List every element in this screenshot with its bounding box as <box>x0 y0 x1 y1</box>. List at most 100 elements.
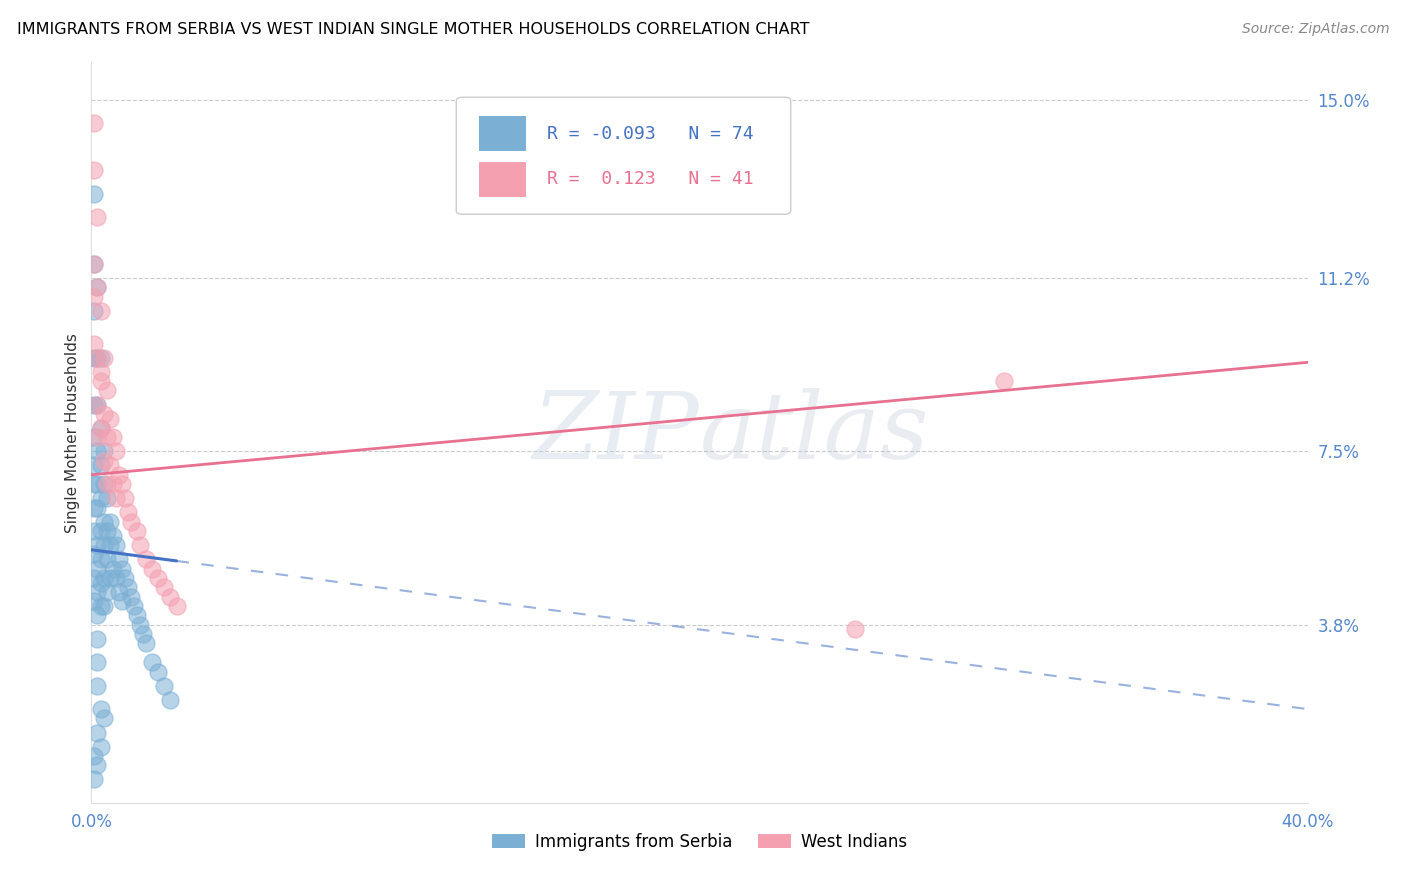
Point <box>86 210 108 224</box>
Point <box>93 599 115 613</box>
Point <box>83 748 105 763</box>
Point <box>83 186 105 201</box>
Point <box>89 421 111 435</box>
Y-axis label: Single Mother Households: Single Mother Households <box>65 333 80 533</box>
Point <box>125 524 148 538</box>
Point <box>83 397 105 411</box>
Point <box>98 411 121 425</box>
Point <box>83 571 105 585</box>
Point <box>83 116 105 130</box>
Point <box>111 594 134 608</box>
Point <box>107 585 129 599</box>
Point <box>111 561 134 575</box>
Point <box>93 444 115 458</box>
Point <box>101 561 124 575</box>
Point <box>93 711 115 725</box>
Point <box>83 500 105 515</box>
Point <box>83 594 105 608</box>
Point <box>83 351 105 365</box>
Point <box>141 561 163 575</box>
Point <box>993 374 1015 388</box>
Point <box>98 515 121 529</box>
Text: R =  0.123   N = 41: R = 0.123 N = 41 <box>547 170 754 188</box>
Point <box>83 772 105 787</box>
FancyBboxPatch shape <box>456 97 790 214</box>
Point <box>159 590 181 604</box>
Point <box>104 538 127 552</box>
Point <box>89 599 111 613</box>
Point <box>120 515 142 529</box>
Point <box>93 351 115 365</box>
Point <box>86 280 108 294</box>
Point <box>101 430 124 444</box>
Text: R = -0.093   N = 74: R = -0.093 N = 74 <box>547 125 754 143</box>
Point <box>96 430 118 444</box>
Point <box>98 571 121 585</box>
Point <box>93 538 115 552</box>
Point <box>86 679 108 693</box>
Point <box>83 524 105 538</box>
Legend: Immigrants from Serbia, West Indians: Immigrants from Serbia, West Indians <box>485 826 914 857</box>
Point <box>86 351 108 365</box>
Point <box>125 608 148 623</box>
Point <box>93 477 115 491</box>
Point <box>86 655 108 669</box>
Point <box>96 491 118 506</box>
Point <box>86 477 108 491</box>
Point <box>89 365 111 379</box>
Point <box>120 590 142 604</box>
Point <box>107 467 129 482</box>
Point <box>96 585 118 599</box>
FancyBboxPatch shape <box>479 161 526 197</box>
Point <box>86 585 108 599</box>
Point <box>117 580 139 594</box>
Point <box>86 500 108 515</box>
Point <box>83 336 105 351</box>
Point <box>107 552 129 566</box>
Point <box>129 538 152 552</box>
Point <box>153 679 176 693</box>
Point <box>83 290 105 304</box>
Point <box>86 561 108 575</box>
Point <box>89 374 111 388</box>
Text: atlas: atlas <box>699 388 929 477</box>
Point <box>101 477 124 491</box>
Point <box>153 580 176 594</box>
Point <box>135 636 157 650</box>
Point <box>83 477 105 491</box>
Point <box>93 571 115 585</box>
Point <box>166 599 188 613</box>
Point <box>132 627 155 641</box>
Point <box>114 491 136 506</box>
Point <box>93 454 115 468</box>
Point <box>86 280 108 294</box>
Point <box>101 529 124 543</box>
Point <box>89 491 111 506</box>
Point <box>86 608 108 623</box>
Point <box>86 632 108 646</box>
Point <box>86 397 108 411</box>
Point <box>104 571 127 585</box>
Point <box>89 351 111 365</box>
Point <box>89 303 111 318</box>
Point <box>89 524 111 538</box>
Point <box>89 552 111 566</box>
Point <box>93 515 115 529</box>
Point <box>83 257 105 271</box>
Point <box>86 725 108 739</box>
Point <box>86 397 108 411</box>
Point <box>83 548 105 562</box>
Point <box>89 575 111 590</box>
Point <box>96 477 118 491</box>
Point <box>83 458 105 473</box>
Point <box>86 758 108 772</box>
Point <box>135 552 157 566</box>
Point <box>98 458 121 473</box>
Point <box>98 538 121 552</box>
Point <box>83 163 105 178</box>
Point <box>86 351 108 365</box>
Point <box>83 303 105 318</box>
Point <box>159 692 181 706</box>
Point <box>122 599 145 613</box>
Point <box>148 571 170 585</box>
